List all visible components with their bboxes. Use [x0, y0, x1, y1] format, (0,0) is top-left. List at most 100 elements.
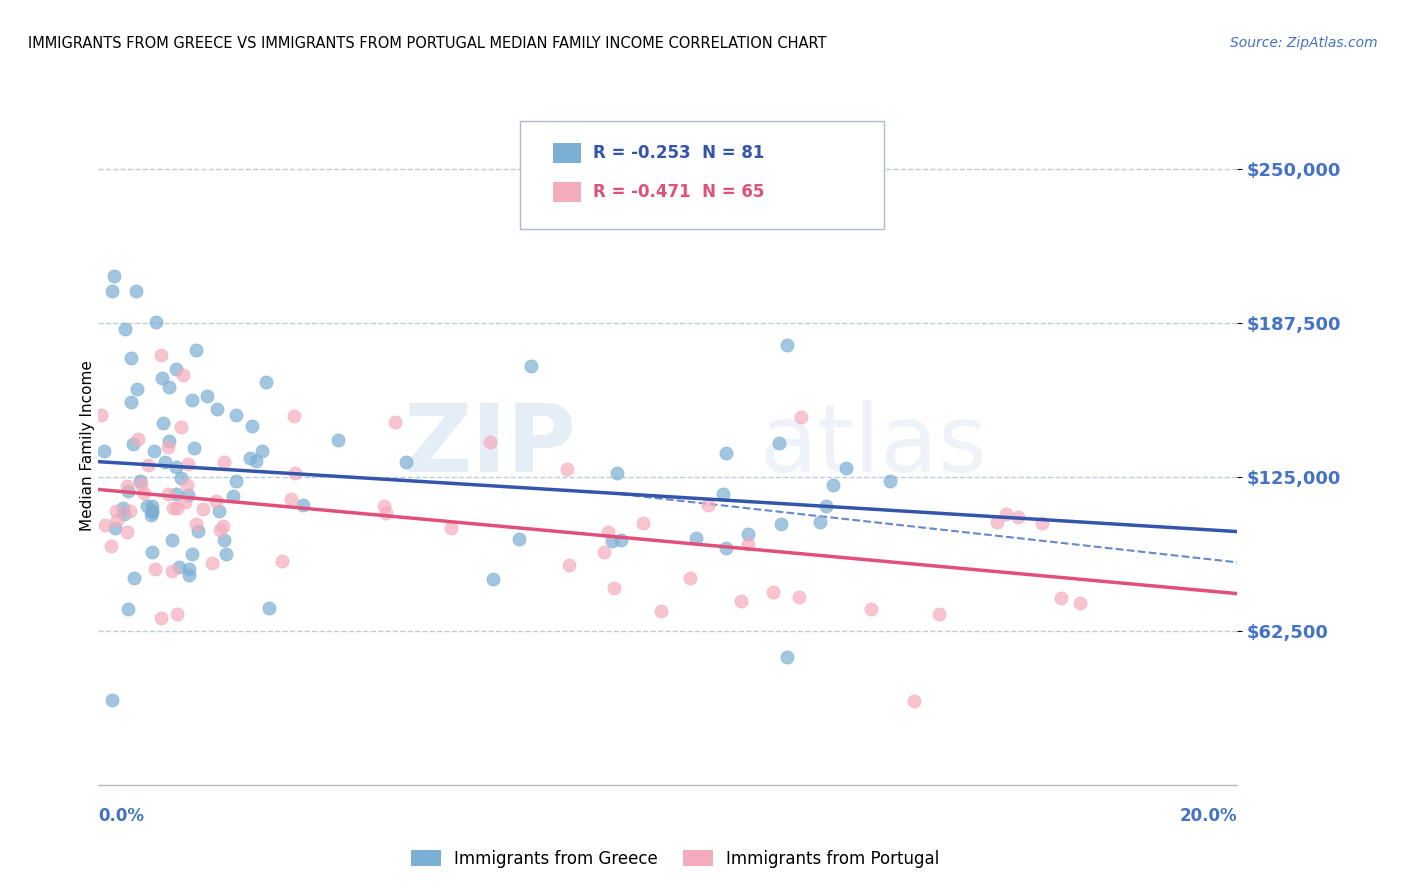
Point [122, 571, 145, 585]
Text: 20.0%: 20.0% [1180, 807, 1237, 825]
Point [120, 504, 142, 518]
Point [104, 521, 127, 535]
Point [120, 395, 142, 409]
Text: R = -0.253  N = 81: R = -0.253 N = 81 [593, 145, 765, 162]
Point [105, 513, 128, 527]
Point [100, 539, 122, 553]
Text: Source: ZipAtlas.com: Source: ZipAtlas.com [1230, 36, 1378, 50]
Point [94, 518, 117, 533]
Point [157, 487, 180, 501]
Point [482, 572, 505, 586]
Point [711, 487, 734, 501]
Point [685, 532, 707, 546]
Text: 0.0%: 0.0% [98, 807, 145, 825]
Point [212, 533, 235, 547]
Point [165, 487, 187, 501]
Point [221, 489, 243, 503]
Point [205, 402, 228, 417]
Point [596, 525, 619, 540]
Point [179, 562, 201, 576]
Point [125, 284, 148, 298]
FancyBboxPatch shape [553, 143, 581, 163]
Point [374, 507, 396, 521]
Point [610, 533, 633, 548]
Point [174, 495, 197, 509]
Point [650, 605, 672, 619]
Point [737, 537, 759, 551]
Point [90, 408, 112, 422]
Point [250, 443, 273, 458]
Point [201, 557, 224, 571]
Point [557, 558, 579, 573]
Point [149, 611, 172, 625]
Point [117, 601, 139, 615]
Point [789, 409, 811, 424]
Point [115, 479, 138, 493]
Point [114, 322, 136, 336]
Point [197, 388, 219, 402]
Point [737, 527, 759, 541]
Point [143, 562, 166, 576]
Point [103, 269, 125, 284]
Point [165, 459, 187, 474]
Point [143, 444, 166, 458]
Point [93, 444, 115, 458]
Point [150, 348, 173, 362]
Point [395, 455, 418, 469]
Point [212, 455, 235, 469]
Point [170, 470, 193, 484]
Point [145, 315, 167, 329]
Point [150, 371, 173, 385]
Point [768, 435, 790, 450]
Point [697, 498, 720, 512]
Point [112, 507, 135, 521]
Point [603, 581, 626, 595]
Point [859, 602, 882, 616]
Point [555, 461, 578, 475]
FancyBboxPatch shape [520, 120, 884, 229]
Point [160, 533, 183, 547]
Point [184, 343, 207, 357]
Point [714, 541, 737, 556]
Point [136, 458, 159, 472]
Point [187, 524, 209, 538]
Point [508, 532, 530, 546]
Point [167, 560, 190, 574]
Point [166, 501, 188, 516]
Point [280, 492, 302, 507]
Point [835, 461, 858, 475]
Point [179, 568, 201, 582]
Point [478, 434, 501, 449]
Point [162, 501, 184, 516]
Point [157, 380, 180, 394]
Point [191, 502, 214, 516]
Point [117, 484, 139, 499]
Text: IMMIGRANTS FROM GREECE VS IMMIGRANTS FROM PORTUGAL MEDIAN FAMILY INCOME CORRELAT: IMMIGRANTS FROM GREECE VS IMMIGRANTS FRO… [28, 36, 827, 51]
Point [215, 547, 238, 561]
Point [180, 548, 202, 562]
Point [787, 590, 810, 604]
FancyBboxPatch shape [553, 182, 581, 202]
Point [172, 368, 194, 382]
Point [239, 450, 262, 465]
Point [141, 545, 163, 559]
Point [104, 504, 127, 518]
Point [211, 518, 233, 533]
Point [600, 534, 623, 549]
Point [928, 607, 950, 621]
Point [120, 351, 142, 365]
Point [225, 408, 247, 422]
Point [152, 416, 174, 430]
Point [159, 434, 181, 448]
Point [245, 454, 267, 468]
Point [115, 524, 138, 539]
Point [112, 500, 135, 515]
Point [141, 499, 163, 513]
Point [122, 437, 145, 451]
Point [129, 474, 152, 488]
Point [208, 504, 231, 518]
Point [776, 338, 799, 352]
Point [326, 434, 349, 448]
Point [284, 466, 307, 480]
Point [520, 359, 543, 373]
